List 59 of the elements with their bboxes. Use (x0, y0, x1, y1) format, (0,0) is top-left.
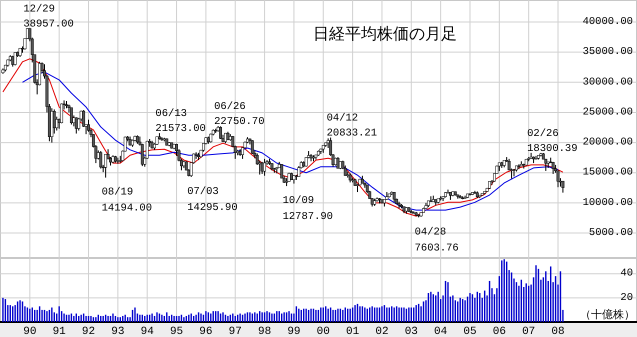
candlestick (219, 126, 222, 140)
y-tick-label: 30000.00 (582, 76, 633, 88)
x-tick-label: 96 (199, 326, 212, 337)
annotation: 02/26 (527, 128, 559, 140)
y-tick-label: 40 (620, 268, 633, 280)
x-tick-label: 90 (23, 326, 36, 337)
x-tick-label: 99 (287, 326, 301, 337)
y-tick-label: 25000.00 (582, 106, 633, 118)
annotation: 18300.39 (527, 142, 578, 155)
x-tick-label: 08 (551, 326, 565, 337)
candlestick (14, 52, 17, 66)
annotation: 38957.00 (23, 18, 74, 30)
annotation: 20833.21 (326, 128, 378, 140)
y-tick-label: 40000.00 (582, 16, 633, 28)
x-tick-label: 01 (346, 326, 360, 337)
y-tick-label: 20 (620, 292, 633, 304)
annotation: 14194.00 (102, 202, 152, 215)
annotation: 7603.76 (414, 242, 459, 254)
y-axis-title: （十億株） (580, 308, 635, 321)
annotation: 21573.00 (155, 123, 206, 136)
x-tick-label: 07 (522, 326, 536, 337)
x-tick-label: 05 (463, 326, 477, 337)
candlestick (348, 172, 352, 183)
candlestick (263, 158, 266, 176)
candlestick (209, 133, 212, 144)
x-tick-label: 92 (82, 326, 96, 337)
annotation: 04/12 (326, 112, 358, 125)
annotation: 14295.90 (187, 202, 238, 214)
y-tick-label: 15000.00 (582, 166, 633, 179)
annotation: 06/26 (214, 101, 246, 114)
annotation: 06/13 (155, 108, 187, 120)
annotation: 12/29 (23, 3, 55, 16)
annotation: 22750.70 (214, 116, 265, 128)
x-tick-label: 04 (434, 326, 448, 337)
x-tick-label: 91 (52, 326, 66, 337)
annotation: 08/19 (102, 186, 134, 199)
candlestick (250, 140, 254, 155)
annotation: 07/03 (187, 186, 219, 198)
x-tick-label: 94 (140, 326, 154, 337)
y-tick-label: 10000.00 (582, 196, 633, 209)
y-tick-label: 35000.00 (582, 46, 633, 58)
text: 日経平均株価の月足 (313, 24, 457, 43)
annotation: 10/09 (282, 195, 314, 208)
x-tick-label: 02 (375, 326, 389, 337)
x-tick-label: 03 (404, 326, 418, 337)
candlestick (288, 172, 290, 182)
candlestick (561, 180, 564, 194)
y-tick-label: 5000.00 (588, 227, 633, 240)
x-tick-label: 93 (111, 326, 124, 337)
x-tick-label: 98 (258, 326, 272, 337)
x-tick-label: 00 (316, 326, 330, 337)
x-tick-label: 06 (492, 326, 506, 337)
candlestick (297, 166, 300, 178)
annotation: 04/28 (414, 226, 446, 238)
annotation: 12787.90 (282, 211, 334, 224)
y-tick-label: 20000.00 (582, 136, 633, 149)
x-tick-label: 97 (228, 326, 242, 337)
candlestick (70, 107, 73, 126)
x-tick-label: 95 (170, 326, 184, 337)
